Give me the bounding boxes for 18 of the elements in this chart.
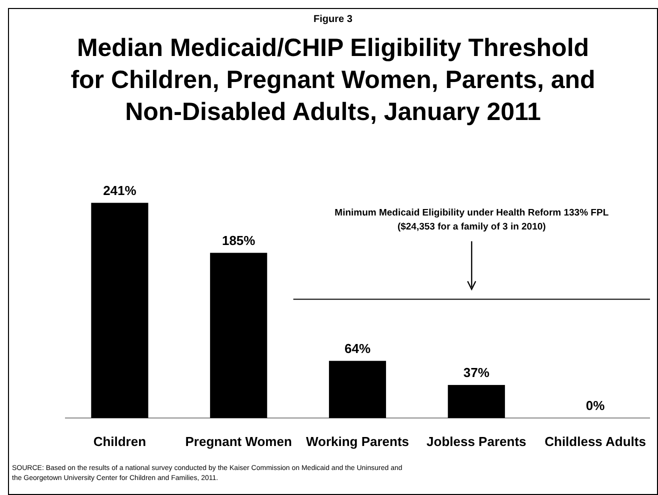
caption: Figure 3 — [314, 14, 353, 25]
data-label: 241% — [103, 182, 137, 198]
ref-line-label: Minimum Medicaid Eligibility under Health Reform 133% FPL — [334, 207, 609, 218]
data-label: 0% — [586, 398, 606, 413]
x-tick-label: Childless Adults — [544, 434, 646, 449]
annotation: ($24,353 for a family of 3 in 2010) — [397, 221, 546, 232]
x-tick-label: Children — [93, 434, 146, 449]
chart-title: Median Medicaid/CHIP Eligibility Threshold for Children, Pregnant Women, Parents, and Non-Disabled Adults, January 2011 — [70, 34, 596, 126]
bar — [448, 384, 505, 418]
x-tick-label: Pregnant Women — [185, 434, 292, 449]
data-label: 64% — [344, 340, 371, 356]
data-label: 185% — [222, 232, 256, 248]
data-label: 37% — [463, 364, 490, 380]
bar — [91, 202, 148, 418]
bar — [328, 360, 386, 418]
bar — [210, 252, 268, 418]
x-tick-label: Jobless Parents — [426, 434, 526, 449]
x-tick-label: Working Parents — [306, 434, 410, 449]
